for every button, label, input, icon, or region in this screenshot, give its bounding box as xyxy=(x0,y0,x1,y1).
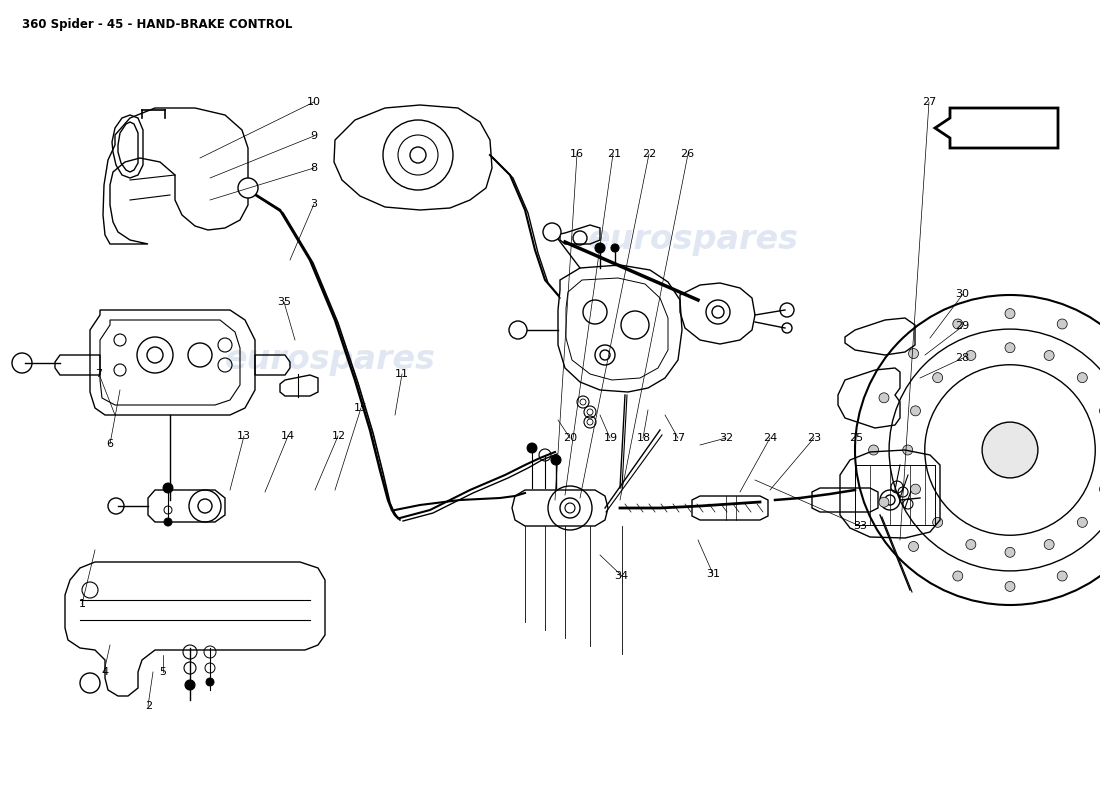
Text: 20: 20 xyxy=(563,434,576,443)
Text: 27: 27 xyxy=(923,98,936,107)
Circle shape xyxy=(911,484,921,494)
Circle shape xyxy=(1044,539,1054,550)
Text: eurospares: eurospares xyxy=(587,223,799,257)
Text: 26: 26 xyxy=(681,149,694,158)
Circle shape xyxy=(966,350,976,361)
Circle shape xyxy=(509,321,527,339)
Circle shape xyxy=(953,319,962,329)
Circle shape xyxy=(147,347,163,363)
Circle shape xyxy=(909,542,918,551)
Circle shape xyxy=(595,345,615,365)
Text: 25: 25 xyxy=(849,434,862,443)
Circle shape xyxy=(410,147,426,163)
Circle shape xyxy=(610,244,619,252)
Text: 23: 23 xyxy=(807,434,821,443)
Text: 11: 11 xyxy=(395,370,408,379)
Text: 7: 7 xyxy=(96,370,102,379)
Text: 360 Spider - 45 - HAND-BRAKE CONTROL: 360 Spider - 45 - HAND-BRAKE CONTROL xyxy=(22,18,293,31)
Text: 13: 13 xyxy=(238,431,251,441)
Circle shape xyxy=(198,499,212,513)
Text: 31: 31 xyxy=(706,570,719,579)
Circle shape xyxy=(933,518,943,527)
Circle shape xyxy=(238,178,258,198)
Text: 30: 30 xyxy=(956,290,969,299)
Circle shape xyxy=(1057,571,1067,581)
Circle shape xyxy=(1005,582,1015,591)
Text: 10: 10 xyxy=(307,98,320,107)
Text: 35: 35 xyxy=(277,298,290,307)
Text: 24: 24 xyxy=(763,434,777,443)
Text: 1: 1 xyxy=(79,599,86,609)
Text: 12: 12 xyxy=(332,431,345,441)
Circle shape xyxy=(185,680,195,690)
Text: 29: 29 xyxy=(956,322,969,331)
Text: 21: 21 xyxy=(607,149,620,158)
Circle shape xyxy=(1005,309,1015,318)
Text: 34: 34 xyxy=(615,571,628,581)
Circle shape xyxy=(1057,319,1067,329)
Circle shape xyxy=(1044,350,1054,361)
Circle shape xyxy=(982,422,1038,478)
Text: 18: 18 xyxy=(637,434,650,443)
Text: 28: 28 xyxy=(956,354,969,363)
Circle shape xyxy=(933,373,943,382)
Text: 16: 16 xyxy=(570,149,583,158)
Circle shape xyxy=(1077,518,1087,527)
Text: 15: 15 xyxy=(354,403,367,413)
Circle shape xyxy=(966,539,976,550)
Circle shape xyxy=(595,243,605,253)
Circle shape xyxy=(163,483,173,493)
Circle shape xyxy=(1005,547,1015,558)
Text: 8: 8 xyxy=(310,163,317,173)
Circle shape xyxy=(560,498,580,518)
Circle shape xyxy=(551,455,561,465)
Circle shape xyxy=(527,443,537,453)
Circle shape xyxy=(1077,373,1087,382)
Text: 4: 4 xyxy=(101,667,108,677)
Circle shape xyxy=(909,349,918,358)
Text: 2: 2 xyxy=(145,701,152,710)
Circle shape xyxy=(879,497,889,507)
Circle shape xyxy=(886,495,895,505)
Circle shape xyxy=(903,445,913,455)
Text: 32: 32 xyxy=(719,434,733,443)
Text: 22: 22 xyxy=(642,149,656,158)
Text: 19: 19 xyxy=(604,434,617,443)
Text: 9: 9 xyxy=(310,131,317,141)
Text: 17: 17 xyxy=(672,434,685,443)
Circle shape xyxy=(712,306,724,318)
Text: 14: 14 xyxy=(282,431,295,441)
Circle shape xyxy=(953,571,962,581)
Text: 3: 3 xyxy=(310,199,317,209)
Circle shape xyxy=(164,518,172,526)
Text: 33: 33 xyxy=(854,522,867,531)
Text: 6: 6 xyxy=(107,439,113,449)
Text: 5: 5 xyxy=(160,667,166,677)
Circle shape xyxy=(543,223,561,241)
Circle shape xyxy=(1005,342,1015,353)
Circle shape xyxy=(869,445,879,455)
Circle shape xyxy=(879,393,889,403)
Circle shape xyxy=(911,406,921,416)
Text: eurospares: eurospares xyxy=(224,343,436,377)
Circle shape xyxy=(206,678,214,686)
